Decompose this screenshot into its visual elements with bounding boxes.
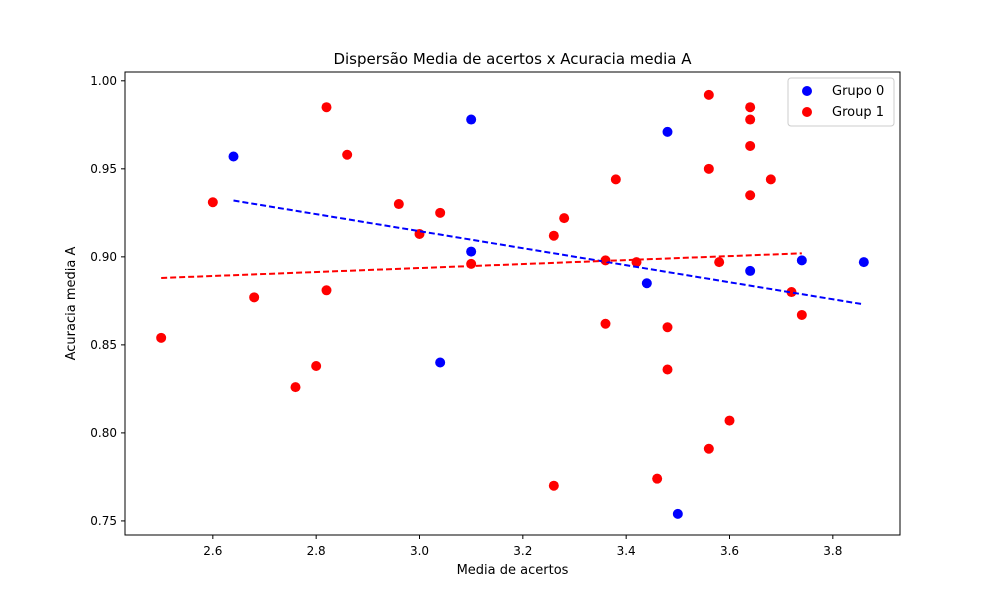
trendline-grupo-0 <box>233 199 864 306</box>
data-point-group-1 <box>724 415 735 426</box>
x-tick-label: 3.2 <box>513 544 532 558</box>
x-tick-label: 3.8 <box>823 544 842 558</box>
data-point-group-1 <box>765 174 776 185</box>
data-point-grupo-0 <box>435 357 446 368</box>
data-point-group-1 <box>703 443 714 454</box>
plot-area-frame <box>124 71 901 536</box>
x-tick-label: 3.4 <box>617 544 636 558</box>
legend-marker-group-1 <box>802 107 812 117</box>
x-tick-label: 2.6 <box>203 544 222 558</box>
data-point-group-1 <box>321 102 332 113</box>
data-point-group-1 <box>249 292 260 303</box>
x-tick-label: 3.0 <box>410 544 429 558</box>
y-tick-label: 0.90 <box>90 250 117 264</box>
data-point-grupo-0 <box>672 508 683 519</box>
data-point-group-1 <box>703 89 714 100</box>
data-point-group-1 <box>393 199 404 210</box>
data-point-grupo-0 <box>745 265 756 276</box>
data-point-group-1 <box>548 230 559 241</box>
data-point-group-1 <box>466 258 477 269</box>
y-axis-label: Acuracia media A <box>64 247 79 361</box>
data-point-group-1 <box>610 174 621 185</box>
data-point-grupo-0 <box>662 126 673 137</box>
data-point-grupo-0 <box>796 255 807 266</box>
chart-title: Dispersão Media de acertos x Acuracia me… <box>333 50 692 68</box>
data-point-group-1 <box>745 114 756 125</box>
data-point-group-1 <box>156 332 167 343</box>
y-tick-label: 0.95 <box>90 162 117 176</box>
legend-label-grupo-0: Grupo 0 <box>832 84 884 99</box>
data-point-group-1 <box>745 140 756 151</box>
data-point-group-1 <box>652 473 663 484</box>
data-point-group-1 <box>321 285 332 296</box>
data-point-group-1 <box>796 309 807 320</box>
data-point-group-1 <box>786 287 797 298</box>
legend-marker-grupo-0 <box>802 86 812 96</box>
chart-marks <box>156 89 869 519</box>
y-tick-label: 0.75 <box>90 514 117 528</box>
data-point-group-1 <box>745 190 756 201</box>
data-point-grupo-0 <box>466 246 477 257</box>
legend-label-group-1: Group 1 <box>832 105 884 120</box>
data-point-group-1 <box>714 257 725 268</box>
data-point-group-1 <box>290 382 301 393</box>
x-axis-ticks: 2.6 2.8 3.0 3.2 3.4 3.6 3.8 <box>203 535 842 558</box>
data-point-group-1 <box>311 360 322 371</box>
trendline-group-1 <box>161 252 802 279</box>
data-point-grupo-0 <box>641 278 652 289</box>
data-point-group-1 <box>745 102 756 113</box>
x-tick-label: 2.8 <box>307 544 326 558</box>
data-point-group-1 <box>207 197 218 208</box>
data-point-group-1 <box>548 480 559 491</box>
x-axis-label: Media de acertos <box>457 563 569 578</box>
y-tick-label: 0.85 <box>90 338 117 352</box>
chart-axes <box>124 71 901 536</box>
data-point-grupo-0 <box>858 257 869 268</box>
data-point-grupo-0 <box>228 151 239 162</box>
data-point-group-1 <box>662 364 673 375</box>
legend: Grupo 0 Group 1 <box>787 77 895 127</box>
legend-frame <box>787 77 895 127</box>
y-tick-label: 0.80 <box>90 426 117 440</box>
data-point-group-1 <box>662 322 673 333</box>
data-point-grupo-0 <box>466 114 477 125</box>
y-tick-label: 1.00 <box>90 74 117 88</box>
y-axis-ticks: 0.75 0.80 0.85 0.90 0.95 1.00 <box>90 74 125 528</box>
data-point-group-1 <box>600 318 611 329</box>
data-point-group-1 <box>342 149 353 160</box>
data-point-group-1 <box>703 163 714 174</box>
data-point-group-1 <box>559 213 570 224</box>
data-point-group-1 <box>435 207 446 218</box>
x-tick-label: 3.6 <box>720 544 739 558</box>
